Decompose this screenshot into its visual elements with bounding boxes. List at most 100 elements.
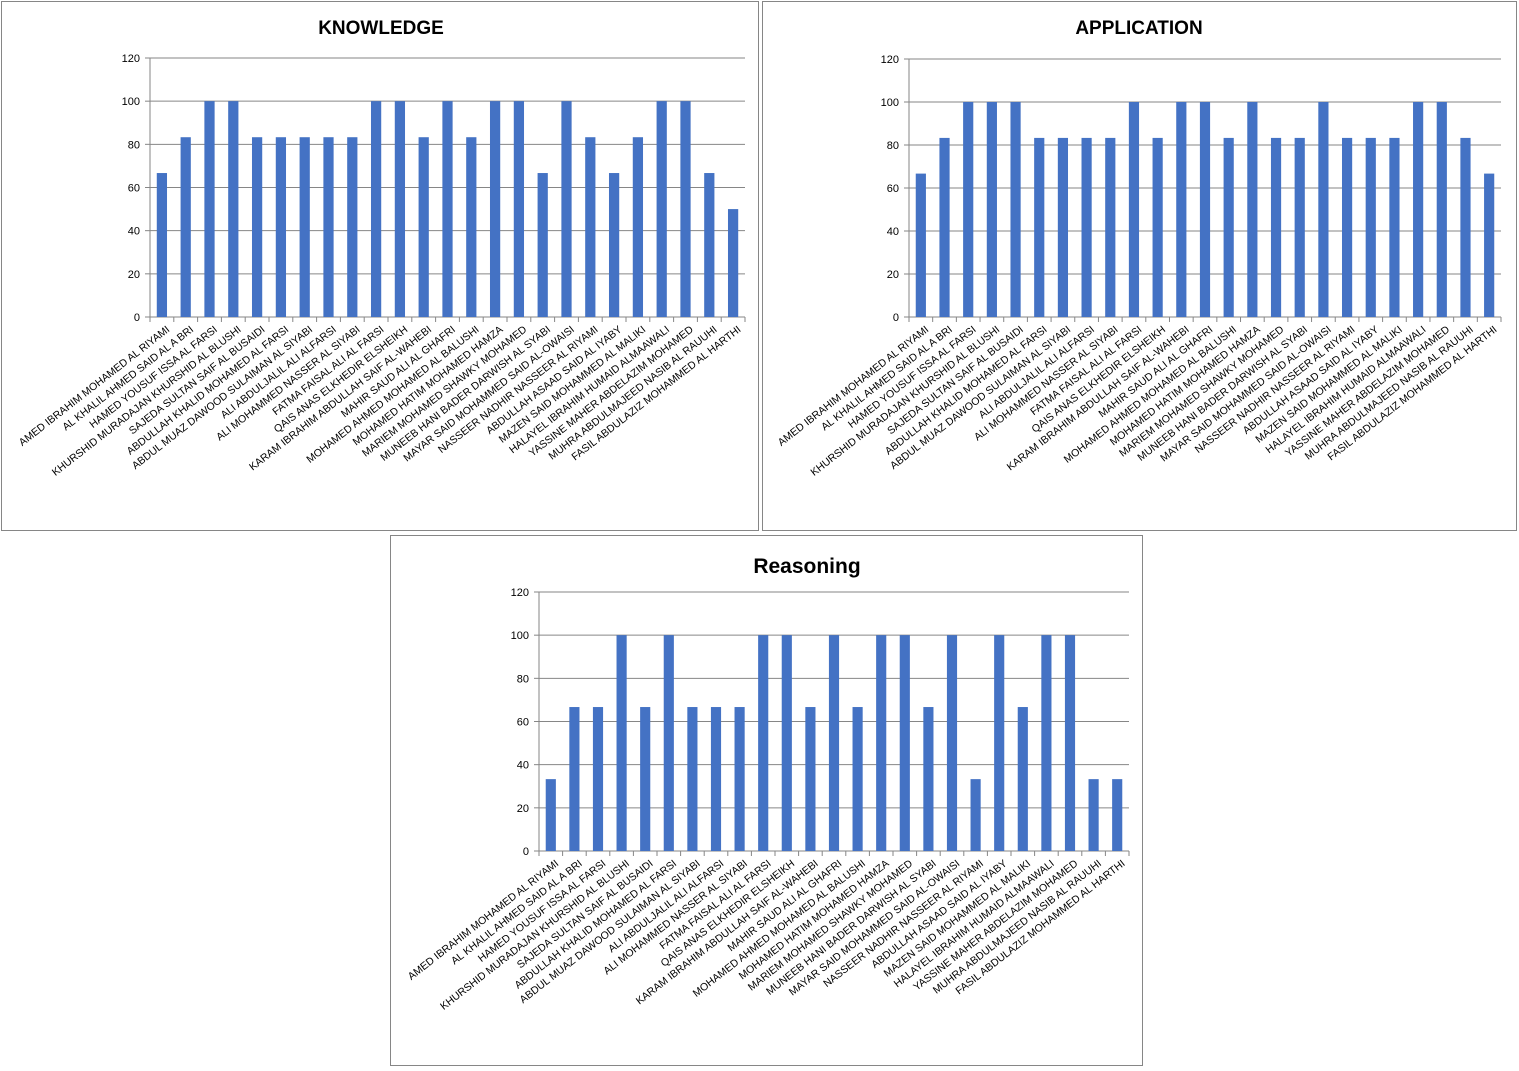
bar — [299, 137, 310, 317]
bar — [1341, 137, 1353, 317]
bar — [805, 707, 816, 851]
y-tick-label: 60 — [887, 183, 899, 195]
y-tick-label: 60 — [128, 183, 140, 195]
reasoning-chart: Reasoning 0 20 40 60 80 100 120 AMED IBRAHIM MOH… — [390, 535, 1143, 1066]
bar — [323, 137, 334, 317]
y-tick-label: 100 — [511, 630, 529, 642]
bar — [1389, 137, 1400, 317]
bar — [442, 101, 453, 318]
bar — [513, 101, 525, 318]
bar — [1318, 102, 1329, 317]
bar — [680, 101, 691, 318]
bar — [1112, 779, 1123, 851]
y-tick-label: 40 — [517, 760, 529, 772]
bar — [852, 707, 863, 851]
y-tick-label: 100 — [881, 97, 899, 109]
bar — [616, 635, 627, 851]
bar — [585, 137, 596, 317]
bar — [1484, 173, 1495, 317]
y-tick-label: 0 — [523, 846, 529, 858]
bar — [156, 173, 168, 317]
bar — [347, 137, 358, 317]
y-tick-label: 120 — [881, 54, 899, 66]
bar — [946, 635, 958, 851]
chart-title: APPLICATION — [1075, 18, 1202, 39]
bar — [1223, 137, 1234, 317]
bar — [545, 779, 556, 851]
bar — [561, 101, 572, 318]
bar — [394, 101, 406, 318]
y-tick-label: 120 — [511, 587, 529, 599]
bar — [418, 137, 429, 317]
chart-title: KNOWLEDGE — [318, 18, 444, 39]
y-tick-label: 0 — [893, 312, 899, 324]
y-tick-label: 100 — [122, 96, 140, 108]
bar — [970, 779, 981, 851]
bar — [734, 707, 745, 851]
bar — [1247, 102, 1258, 317]
bar — [275, 137, 287, 317]
bar — [687, 707, 698, 851]
bar — [1436, 102, 1447, 317]
bar — [994, 635, 1005, 851]
bar — [1294, 137, 1305, 317]
bar — [537, 173, 548, 317]
bar — [1365, 137, 1376, 317]
bar — [1081, 137, 1092, 317]
bar — [663, 635, 674, 851]
bar — [180, 137, 191, 317]
bar — [251, 137, 263, 317]
bar — [710, 707, 722, 851]
y-tick-label: 20 — [517, 803, 529, 815]
bar — [228, 101, 239, 318]
y-tick-label: 120 — [122, 53, 140, 65]
bar — [1199, 102, 1211, 317]
bar — [656, 101, 667, 318]
bar — [1041, 635, 1052, 851]
bar — [986, 102, 997, 317]
bar — [899, 635, 910, 851]
bar — [1064, 635, 1076, 851]
y-tick-label: 80 — [517, 673, 529, 685]
bar — [876, 635, 887, 851]
bar — [1152, 137, 1163, 317]
bar — [632, 137, 644, 317]
bar — [1270, 137, 1282, 317]
bar — [963, 102, 974, 317]
bar — [466, 137, 477, 317]
bar — [915, 173, 926, 317]
y-tick-label: 40 — [887, 226, 899, 238]
bar — [370, 101, 382, 318]
bar — [923, 707, 934, 851]
bar — [1034, 137, 1045, 317]
bar — [1105, 137, 1116, 317]
bar — [939, 137, 950, 317]
y-tick-label: 20 — [887, 269, 899, 281]
bar — [1017, 707, 1028, 851]
bar — [1057, 137, 1069, 317]
bar — [608, 173, 620, 317]
bar — [640, 707, 651, 851]
bar — [489, 101, 501, 318]
bar — [204, 101, 215, 318]
bar — [828, 635, 840, 851]
y-tick-label: 60 — [517, 717, 529, 729]
bar — [758, 635, 769, 851]
bar — [592, 707, 604, 851]
application-chart: APPLICATION 0 20 40 60 80 100 120 AMED IBRAHIM M… — [762, 1, 1517, 531]
bar — [704, 173, 715, 317]
bar — [727, 209, 739, 317]
bar — [1010, 102, 1021, 317]
chart-title: Reasoning — [753, 555, 860, 578]
bar — [1088, 779, 1099, 851]
y-tick-label: 0 — [134, 312, 140, 324]
y-tick-label: 80 — [128, 139, 140, 151]
y-tick-label: 20 — [128, 269, 140, 281]
bar — [569, 707, 580, 851]
y-tick-label: 80 — [887, 140, 899, 152]
bar — [1128, 102, 1140, 317]
knowledge-chart: KNOWLEDGE 0 20 40 60 80 100 120 AMED IBRAHIM MOH… — [1, 1, 759, 531]
